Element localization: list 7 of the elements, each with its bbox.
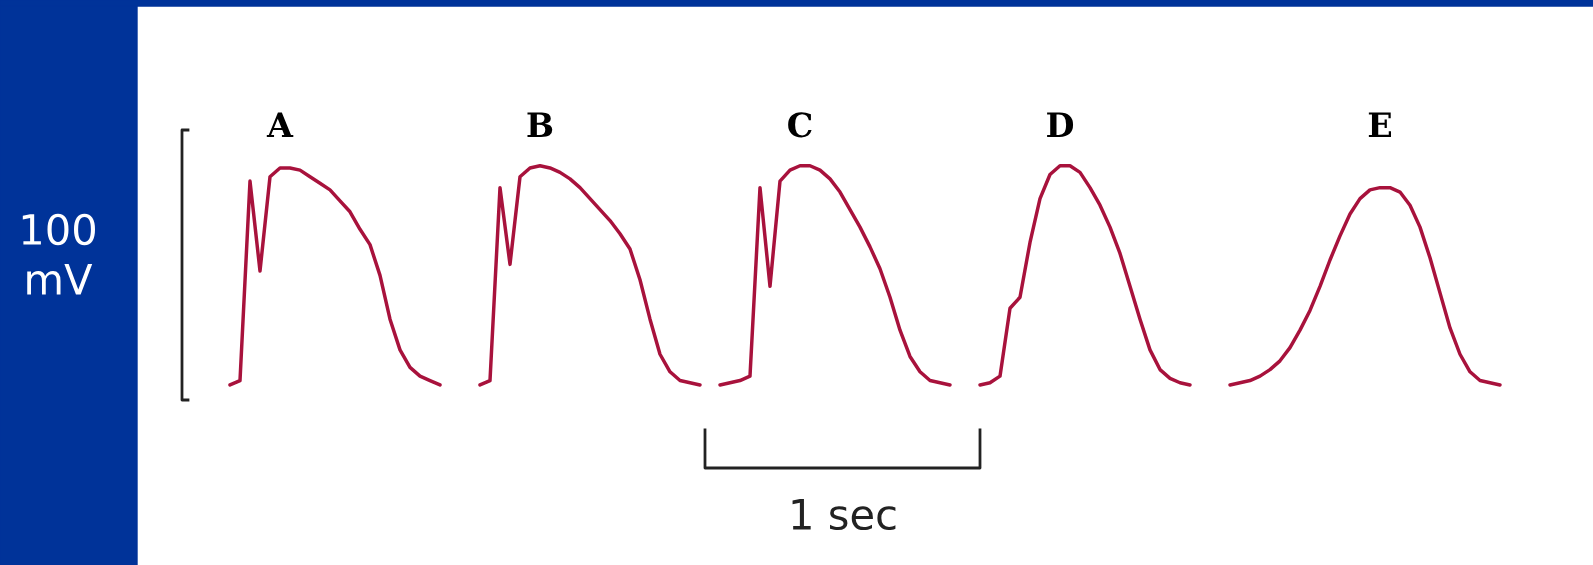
series-label: D	[1047, 112, 1074, 137]
series-label: B	[527, 112, 553, 137]
text: 100 mV	[22, 213, 95, 295]
series-label: E	[1368, 112, 1391, 137]
series-label: C	[788, 112, 812, 138]
series-label: A	[266, 112, 294, 137]
text: 1 sec	[792, 499, 896, 531]
